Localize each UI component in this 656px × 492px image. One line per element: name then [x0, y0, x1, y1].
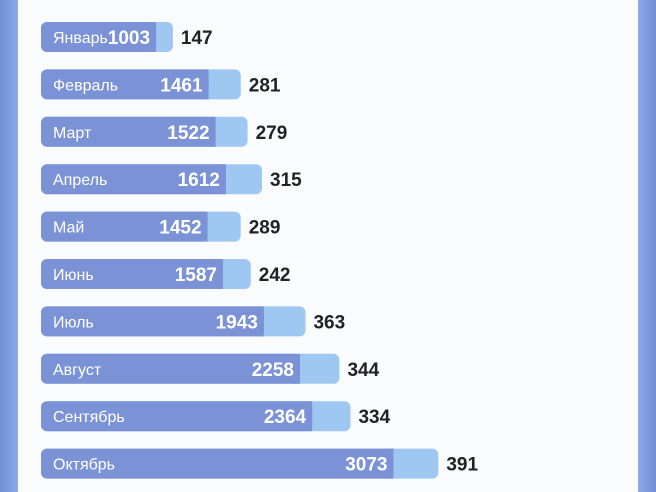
bar-main-segment-edge [219, 164, 226, 195]
extra-value-label: 334 [358, 407, 390, 428]
month-label: Сентябрь [53, 409, 125, 426]
bar-main-segment-edge [293, 353, 300, 384]
main-value-label: 2364 [264, 407, 307, 428]
bar-main-segment [41, 353, 300, 384]
bar-main-segment [41, 211, 208, 242]
bar-main-segment-edge [209, 116, 216, 147]
bar-main-segment [41, 259, 224, 289]
extra-value-label: 344 [347, 360, 379, 381]
extra-value-label: 391 [446, 455, 478, 476]
bar-row: Октябрь 3073 391 [41, 448, 478, 479]
main-value-label: 1612 [178, 170, 220, 191]
bar-main-segment-edge [217, 259, 224, 289]
bar-main-segment [41, 69, 209, 100]
bar-main-segment-edge [387, 448, 394, 479]
bar-main-segment-edge [201, 211, 208, 242]
month-label: Апрель [53, 172, 107, 189]
bar-main-segment-edge [306, 401, 313, 432]
extra-value-label: 289 [249, 218, 281, 239]
right-border [638, 0, 656, 492]
left-border [0, 0, 18, 492]
main-value-label: 3073 [345, 455, 387, 476]
bar-main-segment-edge [150, 22, 157, 52]
month-label: Май [53, 220, 84, 237]
main-value-label: 2258 [252, 360, 294, 381]
bar-main-segment [41, 22, 157, 52]
bar-main-segment [41, 306, 264, 337]
month-label: Июнь [53, 267, 94, 284]
extra-value-label: 242 [259, 265, 291, 286]
bar-row: Сентябрь 2364 334 [41, 401, 391, 432]
month-label: Август [53, 362, 102, 379]
extra-value-label: 279 [256, 123, 288, 144]
extra-value-label: 147 [181, 28, 213, 49]
bar-main-segment [41, 164, 226, 195]
month-label: Июль [53, 314, 94, 331]
bar-main-segment-edge [257, 306, 264, 337]
bar-row: Июль 1943 363 [41, 306, 345, 337]
bar-row: Январь 1003 147 [41, 22, 213, 52]
bar-row: Август 2258 344 [41, 353, 380, 384]
bar-row: Май 1452 289 [41, 211, 281, 242]
extra-value-label: 363 [313, 312, 345, 333]
bar-main-segment [41, 401, 313, 432]
bar-row: Март 1522 279 [41, 116, 288, 147]
extra-value-label: 315 [270, 170, 302, 191]
main-value-label: 1943 [216, 312, 258, 333]
bar-main-segment [41, 448, 394, 479]
main-value-label: 1522 [167, 123, 209, 144]
month-label: Январь [53, 30, 108, 47]
main-value-label: 1452 [159, 218, 201, 239]
bar-row: Июнь 1587 242 [41, 259, 290, 289]
month-label: Октябрь [53, 457, 115, 474]
main-value-label: 1003 [108, 28, 150, 49]
month-label: Февраль [53, 77, 118, 94]
bar-main-segment-edge [202, 69, 209, 100]
bar-main-segment [41, 116, 216, 147]
month-label: Март [53, 125, 92, 142]
bar-row: Февраль 1461 281 [41, 69, 281, 100]
extra-value-label: 281 [249, 75, 281, 96]
main-value-label: 1461 [160, 75, 203, 96]
main-value-label: 1587 [175, 265, 217, 286]
bar-row: Апрель 1612 315 [41, 164, 302, 195]
